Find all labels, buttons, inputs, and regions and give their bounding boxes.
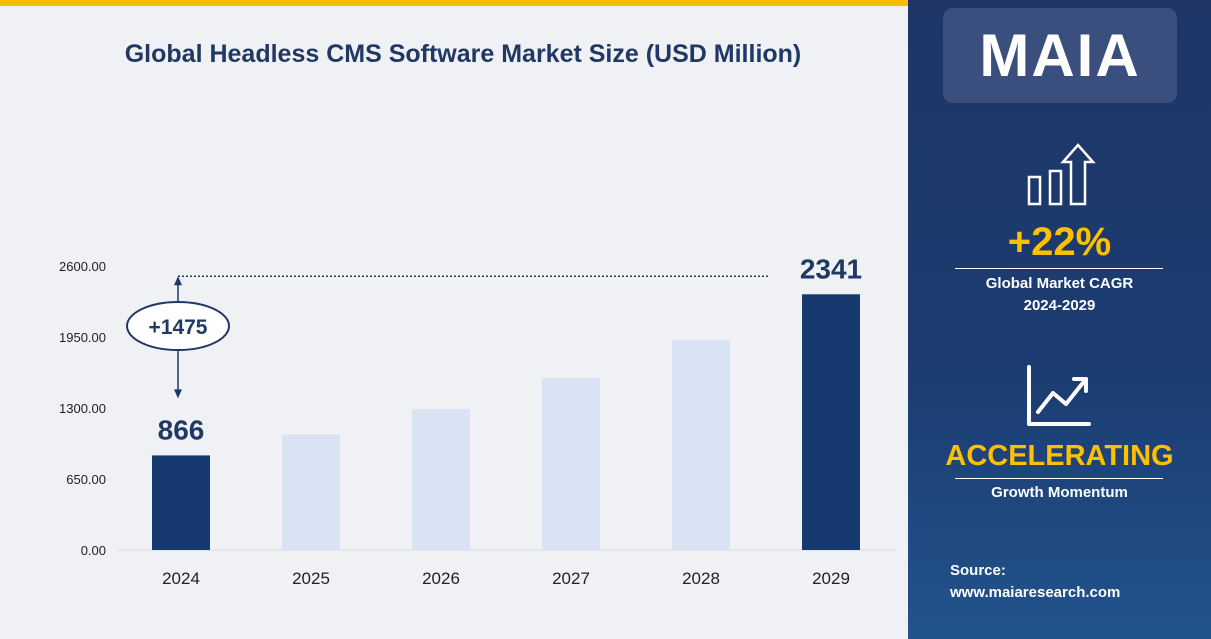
x-tick-label: 2029 — [812, 569, 850, 588]
source-label: Source: — [950, 562, 1006, 579]
y-tick-label: 650.00 — [66, 472, 106, 487]
x-tick-label: 2025 — [292, 569, 330, 588]
bar-2027 — [542, 378, 600, 550]
cagr-label: Global Market CAGR — [985, 275, 1134, 292]
annotation-label: +1475 — [149, 316, 208, 339]
arrow-up-head — [174, 276, 182, 286]
divider — [955, 268, 1163, 269]
annotation-oval — [126, 301, 230, 351]
y-tick-label: 1950.00 — [59, 330, 106, 345]
data-label-2024: 866 — [158, 414, 205, 445]
x-tick-label: 2028 — [682, 569, 720, 588]
source: Source: www.maiaresearch.com — [950, 560, 1120, 604]
accent-bar — [0, 0, 908, 6]
bar-2025 — [282, 434, 340, 550]
bar-2028 — [672, 340, 730, 550]
summary-panel: MAIA +22% Global Market CAGR 2024-2029 A… — [908, 0, 1211, 639]
y-tick-label: 2600.00 — [59, 259, 106, 274]
momentum-value: ACCELERATING — [945, 440, 1174, 472]
divider — [955, 478, 1163, 479]
momentum-label: Growth Momentum — [991, 484, 1128, 501]
bar-growth-icon — [1027, 143, 1096, 206]
chart-panel: Global Headless CMS Software Market Size… — [0, 0, 908, 588]
arrow-down-head — [174, 389, 182, 399]
cagr-value: +22% — [1007, 220, 1112, 264]
x-tick-label: 2026 — [422, 569, 460, 588]
trend-chart-icon — [1027, 365, 1091, 426]
y-tick-label: 1300.00 — [59, 401, 106, 416]
data-label-2029: 2341 — [800, 253, 862, 284]
chart-title: Global Headless CMS Software Market Size… — [124, 40, 802, 68]
cagr-period: 2024-2029 — [1023, 297, 1096, 314]
bar-2026 — [412, 409, 470, 550]
bar-2024 — [152, 455, 210, 550]
source-url[interactable]: www.maiaresearch.com — [950, 584, 1121, 601]
x-tick-label: 2024 — [162, 569, 200, 588]
y-tick-label: 0.00 — [81, 543, 106, 558]
x-tick-label: 2027 — [552, 569, 590, 588]
logo: MAIA — [943, 8, 1177, 103]
bar-2029 — [802, 294, 860, 550]
bar-chart: 0.00 650.00 1300.00 1950.00 2600.00 2024 866 20… — [59, 253, 895, 588]
